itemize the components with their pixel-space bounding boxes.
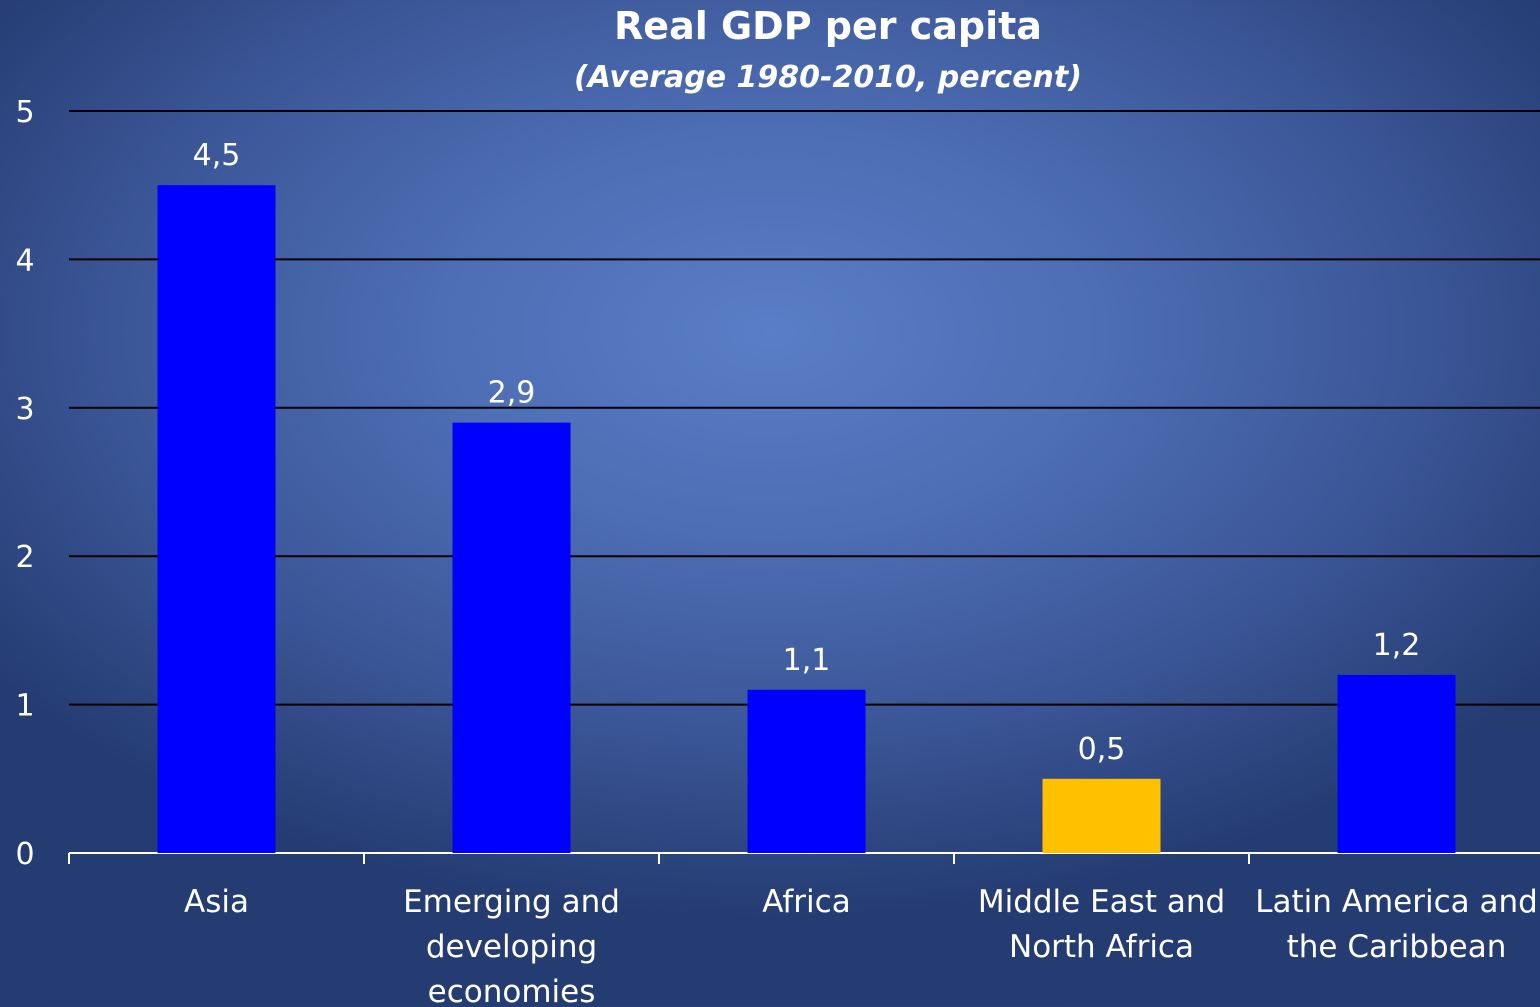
bar: [747, 689, 866, 853]
x-category-label-line: Latin America and: [1255, 884, 1538, 920]
chart-subtitle: (Average 1980-2010, percent): [574, 60, 1082, 95]
x-category-label-line: economies: [428, 974, 596, 1007]
y-tick-label: 0: [15, 837, 34, 872]
x-category-label-line: North Africa: [1009, 929, 1194, 965]
x-category-label: Latin America and the Caribbean: [1255, 884, 1538, 965]
y-tick-label: 4: [15, 243, 34, 278]
data-label: 2,9: [488, 376, 536, 411]
x-category-label: Africa: [762, 884, 850, 920]
x-category-label-line: developing: [426, 929, 597, 965]
chart-title: Real GDP per capita: [614, 4, 1042, 48]
x-category-label-line: Asia: [184, 884, 249, 920]
bar: [1042, 778, 1161, 853]
y-tick-label: 2: [15, 540, 34, 575]
data-label: 4,5: [193, 138, 241, 173]
x-category-label: Emerging and developing economies: [403, 884, 620, 1007]
bar: [452, 422, 571, 853]
data-label: 0,5: [1078, 732, 1126, 767]
bar: [157, 185, 276, 853]
x-category-label: Middle East and North Africa: [978, 884, 1225, 965]
x-category-label-line: Emerging and: [403, 884, 620, 920]
data-label: 1,1: [783, 643, 831, 678]
bar: [1337, 674, 1456, 853]
data-label: 1,2: [1373, 628, 1421, 663]
y-tick-label: 3: [15, 392, 34, 427]
x-category-label-line: Middle East and: [978, 884, 1225, 920]
y-tick-label: 1: [15, 689, 34, 724]
x-category-label-line: the Caribbean: [1287, 929, 1507, 965]
y-tick-label: 5: [15, 95, 34, 130]
x-category-label-line: Africa: [762, 884, 850, 920]
x-category-label: Asia: [184, 884, 249, 920]
